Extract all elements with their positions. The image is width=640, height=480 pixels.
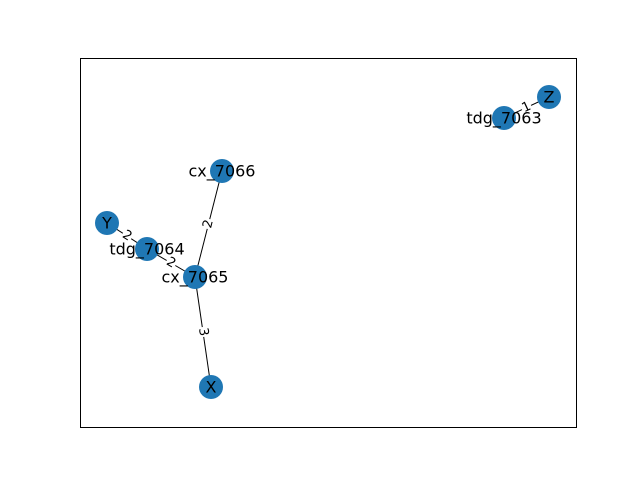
plot-frame [80,58,577,428]
edge-label-background [118,226,136,246]
node-cx-7066[interactable] [210,159,234,183]
node-y[interactable] [95,211,119,235]
node-cx-7065[interactable] [183,265,207,289]
node-tdg-7063[interactable] [492,106,516,130]
node-label-tdg-7063: tdg_7063 [466,109,541,129]
node-z[interactable] [537,85,561,109]
node-label-y: Y [101,214,112,233]
edge-label-background [194,325,212,339]
edge-label-group: 1 [518,98,535,117]
node-label-tdg-7064: tdg_7064 [109,240,184,260]
nodes-layer [95,85,561,399]
edge-label-background [199,217,218,231]
node-tdg-7064[interactable] [135,237,159,261]
edge-label: 3 [195,327,211,337]
edge-label-group: 3 [194,325,212,339]
edge-label-background [518,98,535,117]
node-label-cx-7066: cx_7066 [189,162,256,182]
node-label-x: X [206,378,217,397]
edge-label: 2 [200,218,217,230]
node-label-z: Z [544,88,555,107]
node-x[interactable] [199,375,223,399]
node-label-cx-7065: cx_7065 [162,268,229,288]
edge-label-group: 2 [199,217,218,231]
edge-label-background [162,253,180,273]
